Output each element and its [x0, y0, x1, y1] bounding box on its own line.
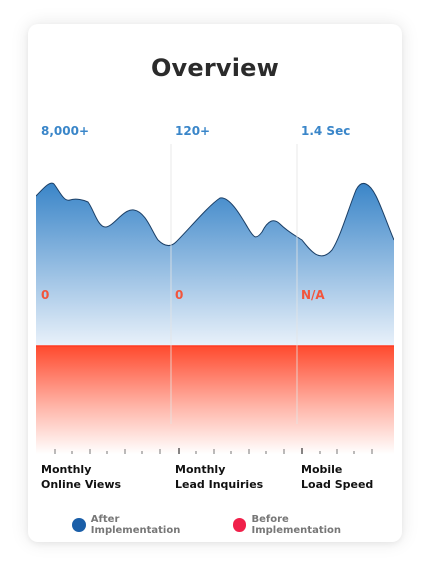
legend-item-after: After Implementation [72, 514, 211, 536]
label-line: Online Views [41, 478, 122, 491]
before-value-inquiries: 0 [175, 288, 184, 302]
overview-card: Overview [28, 24, 402, 542]
before-value-views: 0 [41, 288, 50, 302]
after-value-load-speed: 1.4 Sec [301, 124, 351, 138]
overview-chart [36, 144, 394, 454]
legend-label-after: After Implementation [90, 514, 181, 536]
label-line: Mobile [301, 463, 343, 476]
label-line: Monthly [41, 463, 92, 476]
page-title: Overview [150, 54, 280, 82]
label-lead-inquiries: Monthly Lead Inquiries [175, 462, 285, 492]
legend: After Implementation Before Implementati… [72, 514, 402, 536]
after-line [36, 182, 394, 257]
tick-marks [54, 448, 373, 454]
label-online-views: Monthly Online Views [41, 462, 151, 492]
before-area [36, 346, 394, 454]
before-value-load-speed: N/A [301, 288, 325, 302]
legend-item-before: Before Implementation [232, 514, 380, 536]
after-value-inquiries: 120+ [175, 124, 211, 138]
label-line: Lead Inquiries [175, 478, 264, 491]
label-load-speed: Mobile Load Speed [301, 462, 411, 492]
after-value-views: 8,000+ [41, 124, 90, 138]
after-area [36, 183, 394, 346]
label-line: Monthly [175, 463, 226, 476]
after-dot-icon [72, 518, 86, 532]
legend-label-before: Before Implementation [251, 514, 342, 536]
before-dot-icon [232, 518, 247, 532]
label-line: Load Speed [301, 478, 374, 491]
